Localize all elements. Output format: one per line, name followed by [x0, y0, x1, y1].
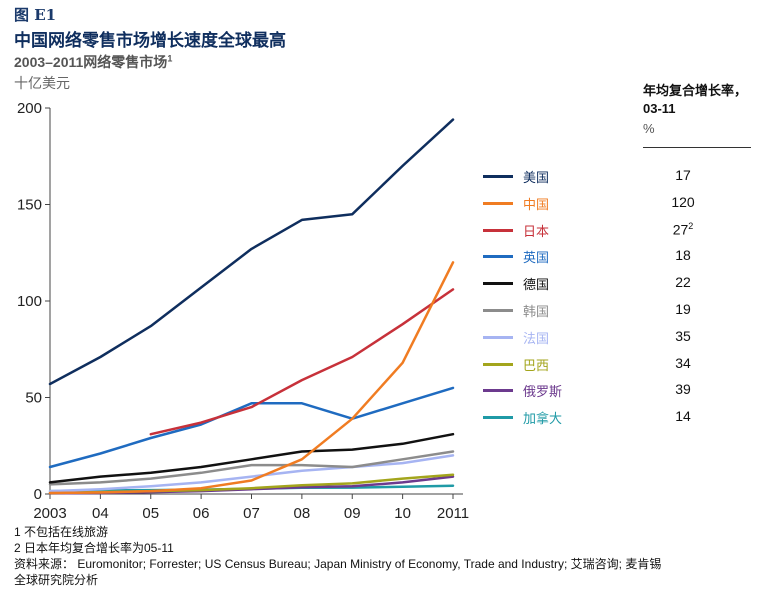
legend-label: 中国 [523, 197, 550, 213]
cagr-value: 34 [663, 355, 703, 371]
cagr-number: 34 [675, 354, 691, 371]
cagr-unit: % [643, 121, 655, 136]
subtitle-text: 2003–2011网络零售市场 [14, 54, 168, 70]
cagr-value: 272 [663, 221, 703, 238]
y-tick-label: 200 [17, 100, 42, 117]
cagr-value: 120 [663, 194, 703, 210]
cagr-number: 22 [675, 274, 691, 291]
series-line [149, 288, 455, 436]
x-tick-label: 10 [394, 505, 411, 522]
legend-swatch [483, 309, 513, 312]
legend-swatch [483, 282, 513, 286]
y-unit-label: 十亿美元 [14, 76, 70, 92]
cagr-value: 17 [663, 167, 703, 183]
x-tick-label: 04 [92, 505, 109, 522]
cagr-value: 35 [663, 328, 703, 344]
legend-swatch [483, 335, 513, 339]
series-line [48, 118, 455, 386]
cagr-header-rule [643, 147, 751, 148]
x-tick-label: 2011 [437, 505, 469, 522]
legend-swatch [483, 175, 513, 178]
legend-swatch [483, 201, 513, 205]
cagr-column-header: 年均复合增长率，03-11 [643, 83, 748, 116]
legend-label: 日本 [523, 224, 550, 240]
cagr-number: 14 [675, 408, 691, 425]
x-tick-label: 05 [142, 505, 159, 522]
cagr-value: 22 [663, 274, 703, 290]
cagr-number: 39 [675, 381, 691, 398]
legend-label: 俄罗斯 [523, 385, 563, 401]
series-line [48, 450, 455, 486]
series-line [48, 261, 455, 495]
subtitle-footnote-mark: 1 [167, 53, 173, 64]
y-tick-label: 100 [17, 293, 42, 310]
x-tick-label: 09 [344, 505, 361, 522]
cagr-number: 27 [672, 221, 689, 238]
cagr-value: 19 [663, 301, 703, 317]
cagr-footnote-mark: 2 [688, 220, 694, 231]
chart-title: 中国网络零售市场增长速度全球最高 [14, 31, 286, 51]
cagr-number: 17 [675, 167, 691, 183]
figure-label: 图 E1 [14, 6, 57, 24]
legend-label: 美国 [523, 171, 550, 186]
x-tick-label: 08 [294, 505, 311, 522]
cagr-number: 18 [675, 247, 691, 264]
footnote-2: 2 日本年均复合增长率为05-11 [14, 541, 174, 555]
x-tick-label: 2003 [33, 505, 66, 522]
y-tick-label: 0 [34, 486, 42, 503]
y-tick-label: 150 [17, 197, 42, 214]
legend-label: 德国 [523, 278, 550, 294]
cagr-value: 14 [663, 408, 703, 424]
legend-label: 法国 [523, 331, 550, 347]
legend-swatch [483, 362, 513, 366]
legend-swatch [483, 255, 513, 259]
footnotes: 1 不包括在线旅游 2 日本年均复合增长率为05-11 资料来源： Euromo… [14, 524, 661, 588]
legend-swatch [483, 416, 513, 420]
cagr-value: 39 [663, 381, 703, 397]
footnote-1: 1 不包括在线旅游 [14, 525, 109, 539]
legend-label: 加拿大 [523, 412, 563, 428]
legend-label: 韩国 [523, 305, 550, 320]
cagr-number: 120 [671, 193, 695, 210]
cagr-value: 18 [663, 247, 703, 263]
x-tick-label: 07 [243, 505, 260, 522]
source-note-cont: 全球研究院分析 [14, 573, 99, 587]
x-tick-label: 06 [193, 505, 210, 522]
y-tick-label: 50 [25, 390, 42, 407]
legend-label: 巴西 [523, 358, 550, 374]
cagr-number: 19 [675, 301, 691, 317]
chart-subtitle: 2003–2011网络零售市场1 [14, 52, 172, 72]
legend-swatch [483, 389, 513, 393]
source-note: 资料来源： Euromonitor; Forrester; US Census … [14, 557, 662, 571]
cagr-number: 35 [675, 327, 691, 344]
series-line [48, 454, 455, 493]
legend-swatch [483, 228, 513, 232]
series-line [48, 432, 455, 484]
series-line [48, 386, 455, 469]
legend-label: 英国 [523, 251, 550, 267]
